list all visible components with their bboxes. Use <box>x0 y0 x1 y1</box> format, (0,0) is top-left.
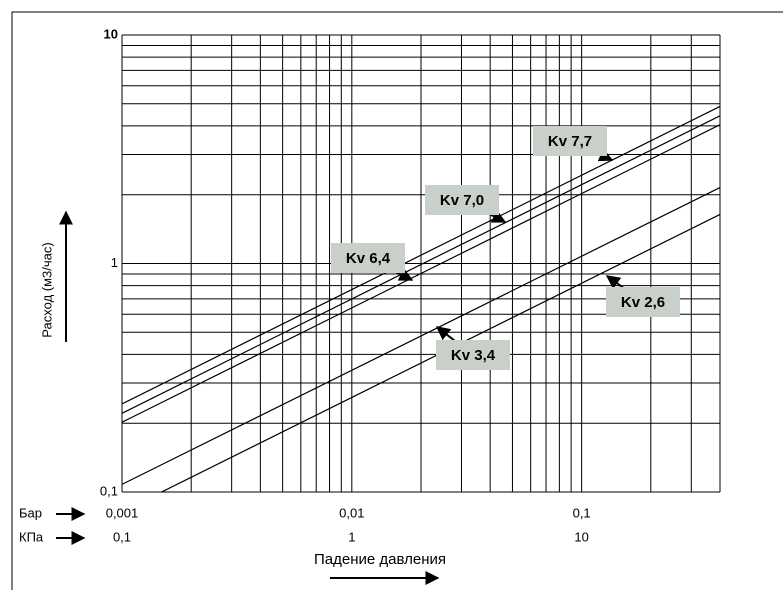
series-line <box>160 213 720 492</box>
y-tick-label: 1 <box>111 255 118 270</box>
x-tick-label: 0,1 <box>573 505 591 520</box>
series-line <box>122 187 720 485</box>
label-box <box>436 340 510 370</box>
x-tick-label: 0,01 <box>339 505 364 520</box>
label-box <box>331 243 405 273</box>
series-line <box>122 115 720 414</box>
series-line <box>122 105 720 405</box>
x-axis-label: Падение давления <box>314 551 446 568</box>
series-label: Kv 7,7 <box>548 133 592 150</box>
y-tick-label: 0,1 <box>100 483 118 498</box>
series-label: Kv 7,0 <box>440 192 484 209</box>
series-label: Kv 3,4 <box>451 347 496 364</box>
y-axis-label: Расход (м3/час) <box>39 242 54 337</box>
x2-tick-label: 0,1 <box>113 529 131 544</box>
y-tick-label: 10 <box>104 26 118 41</box>
x2-row-label: КПа <box>19 529 44 544</box>
frame <box>11 11 783 590</box>
plot-lines <box>122 105 720 492</box>
x2-tick-label: 10 <box>574 529 588 544</box>
x-row-label: Бар <box>19 505 42 520</box>
label-box <box>533 126 607 156</box>
series-line <box>122 124 720 423</box>
series-label: Kv 2,6 <box>621 294 665 311</box>
x-tick-label: 0,001 <box>106 505 139 520</box>
label-box <box>606 287 680 317</box>
series-label: Kv 6,4 <box>346 250 391 267</box>
x2-tick-label: 1 <box>348 529 355 544</box>
label-box <box>425 185 499 215</box>
